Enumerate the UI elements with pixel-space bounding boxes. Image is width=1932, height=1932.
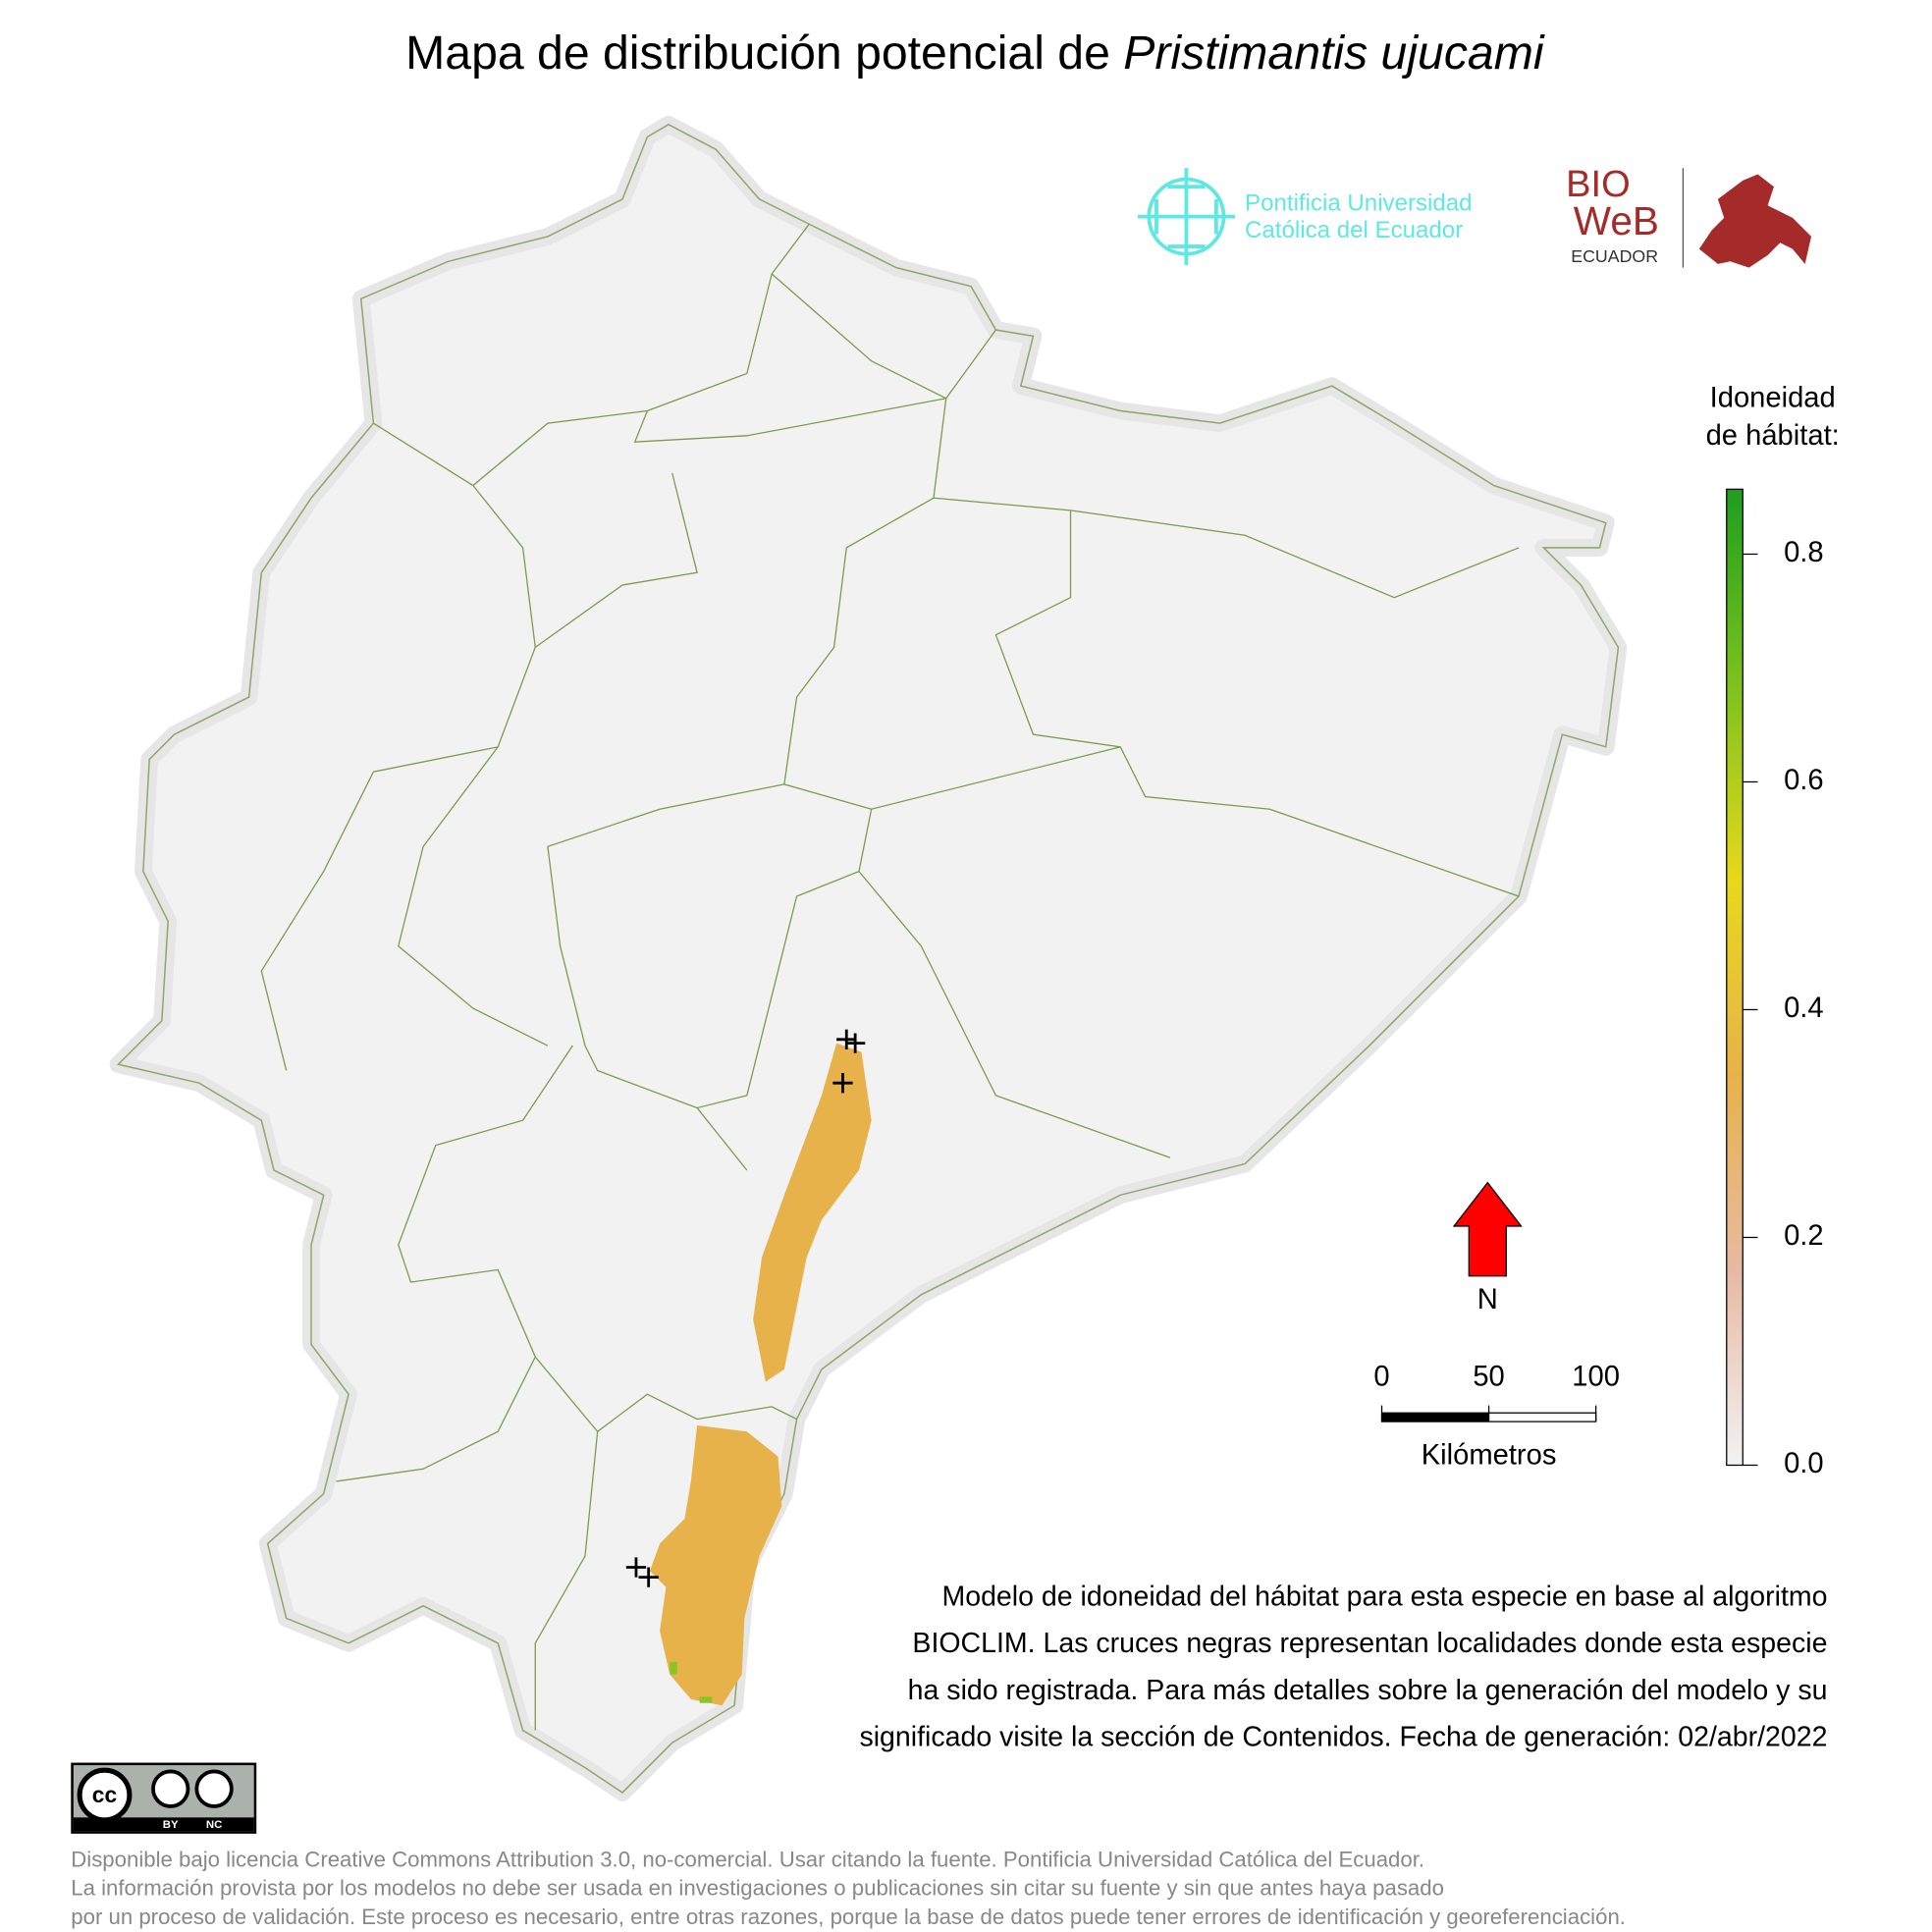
description-line: BIOCLIM. Las cruces negras representan l… <box>912 1628 1827 1659</box>
puce-emblem <box>1137 168 1235 266</box>
badge-cc-circle <box>77 1767 133 1823</box>
bioweb-text: BIO <box>1566 164 1631 205</box>
bioweb-text: WeB <box>1574 198 1659 243</box>
badge-by: BY <box>163 1819 179 1831</box>
scale-bar-black <box>1381 1413 1489 1422</box>
legend-tick-label: 0.8 <box>1784 537 1824 568</box>
bioweb-text: ECUADOR <box>1571 246 1658 266</box>
license-line: por un proceso de validación. Este proce… <box>71 1905 1626 1929</box>
bioweb-logo: BIO WeB ECUADOR <box>1566 164 1811 268</box>
north-arrow-shape <box>1452 1181 1523 1277</box>
title-text: Mapa de distribución potencial de <box>405 27 1123 80</box>
legend-tick-label: 0.2 <box>1784 1220 1824 1252</box>
badge-nc: NC <box>206 1819 222 1831</box>
country-border <box>116 123 1620 1794</box>
badge-cc: cc <box>92 1782 118 1807</box>
license-text: Disponible bajo licencia Creative Common… <box>71 1848 1626 1929</box>
map-title: Mapa de distribución potencial de Pristi… <box>405 27 1545 80</box>
legend-tick-label: 0.4 <box>1784 993 1824 1024</box>
bioweb-frog <box>1698 174 1811 268</box>
license-badge: cc BY NC <box>71 1762 257 1834</box>
occurrence-cross <box>625 1029 866 1587</box>
badge-by-icon <box>151 1769 190 1808</box>
scale-bar: Kilómetros 0 50 100 <box>1373 1361 1620 1471</box>
badge-nc-icon <box>194 1769 234 1808</box>
habitat-patch <box>753 1043 872 1382</box>
legend-title: Idoneidad <box>1710 383 1836 414</box>
legend: Idoneidad de hábitat: 0.0 0.2 0.4 0.6 0.8 <box>1706 383 1840 1479</box>
legend-title: de hábitat: <box>1706 420 1840 452</box>
north-arrow: N <box>1452 1181 1523 1315</box>
badge-strip <box>73 1817 254 1832</box>
species-name: Pristimantis ujucami <box>1123 27 1545 80</box>
habitat-patch <box>649 1424 782 1706</box>
legend-tick-label: 0.6 <box>1784 765 1824 796</box>
province-borders <box>260 223 1520 1731</box>
scale-tick-label: 100 <box>1572 1361 1620 1392</box>
legend-tick-label: 0.0 <box>1784 1448 1824 1479</box>
puce-name: Católica del Ecuador <box>1245 217 1463 243</box>
description-line: ha sido registrada. Para más detalles so… <box>908 1675 1828 1706</box>
habitat-spot <box>699 1696 713 1703</box>
color-bar <box>1726 488 1744 1467</box>
license-line: Disponible bajo licencia Creative Common… <box>71 1848 1424 1872</box>
description-line: Modelo de idoneidad del hábitat para est… <box>941 1582 1827 1613</box>
scale-tick-label: 0 <box>1373 1361 1389 1392</box>
description-line: significado visite la sección de Conteni… <box>859 1721 1827 1752</box>
country-map <box>109 115 1628 1801</box>
puce-logo: Pontificia Universidad Católica del Ecua… <box>1137 168 1473 266</box>
country-outline <box>109 115 1628 1801</box>
license-line: La información provista por los modelos … <box>71 1876 1444 1901</box>
puce-name: Pontificia Universidad <box>1245 189 1473 216</box>
occurrence-points <box>625 1029 866 1587</box>
habitat-patches <box>649 1043 872 1706</box>
north-label: N <box>1477 1284 1498 1315</box>
scale-unit: Kilómetros <box>1422 1439 1557 1471</box>
habitat-spot <box>670 1661 677 1675</box>
scale-tick-label: 50 <box>1473 1361 1504 1392</box>
description: Modelo de idoneidad del hábitat para est… <box>859 1582 1827 1753</box>
